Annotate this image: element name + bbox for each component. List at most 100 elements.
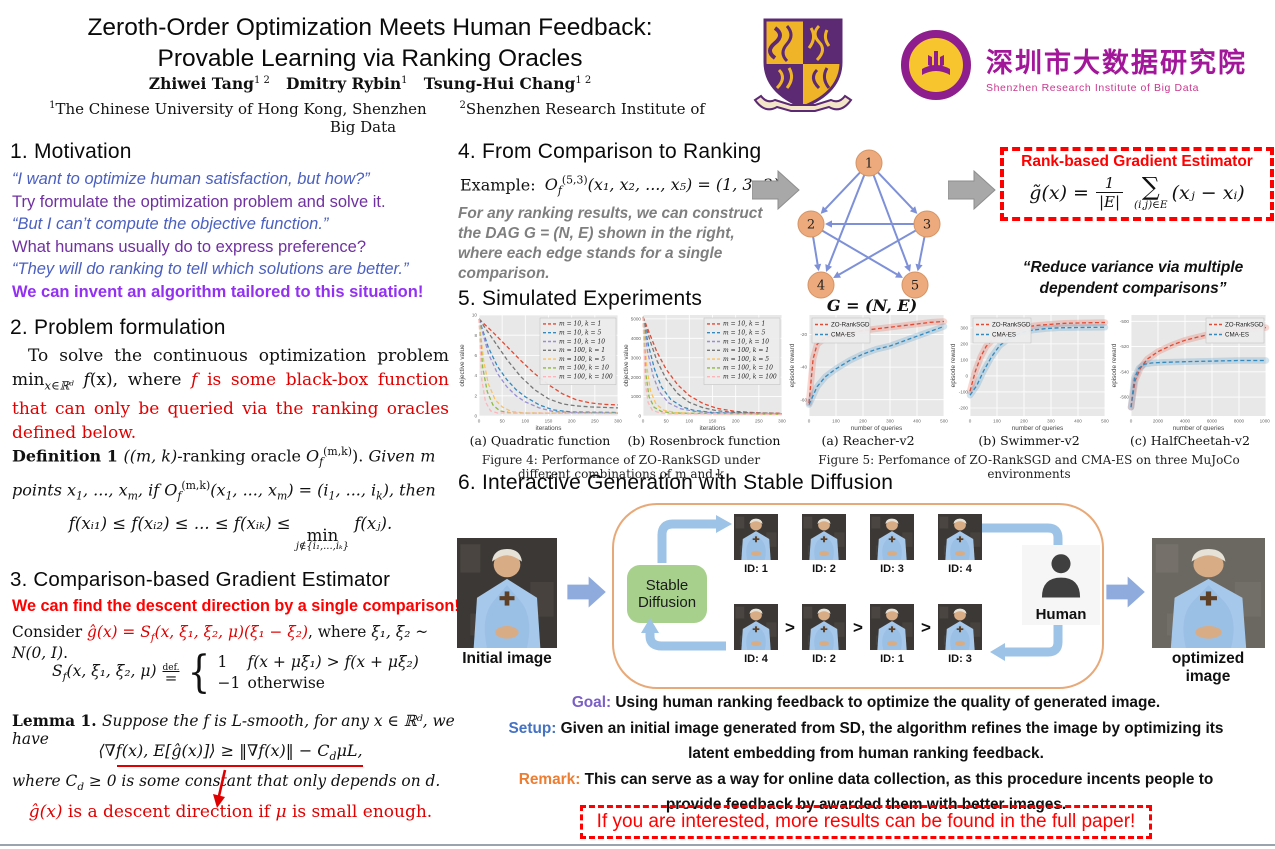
- footer-note-wrap: If you are interested, more results can …: [462, 805, 1270, 839]
- dag-node: 2: [797, 210, 825, 238]
- remark-line: Remark: This can serve as a way for onli…: [518, 770, 1214, 814]
- svg-text:0: 0: [808, 419, 811, 424]
- ranking-inequality: f(xᵢ₁) ≤ f(xᵢ₂) ≤ ... ≤ f(xᵢₖ) ≤ min j∉{i…: [68, 514, 393, 552]
- svg-text:m = 10, k = 10: m = 10, k = 10: [723, 338, 769, 345]
- svg-text:episode reward: episode reward: [1111, 343, 1118, 387]
- gray-arrow-icon: [751, 168, 800, 217]
- svg-text:iterations: iterations: [700, 425, 726, 431]
- stable-diffusion-box: Stable Diffusion: [627, 565, 707, 623]
- svg-text:5000: 5000: [631, 316, 642, 321]
- sample-id-label: ID: 4: [948, 563, 972, 575]
- title-line-2: Provable Learning via Ranking Oracles: [157, 45, 583, 72]
- motivation-quote-2: “But I can’t compute the objective funct…: [12, 215, 329, 233]
- svg-text:4: 4: [817, 279, 825, 294]
- svg-text:episode reward: episode reward: [789, 343, 796, 387]
- sample-image: [938, 514, 982, 560]
- estimator-title: Rank-based Gradient Estimator: [1021, 153, 1253, 170]
- sample-id-label: ID: 1: [744, 563, 768, 575]
- ranking-dag: 1 2 3 4 5: [792, 146, 952, 304]
- plot-caption-reacher: (a) Reacher-v2: [821, 433, 915, 448]
- sample-image: [802, 604, 846, 650]
- svg-text:ZO-RankSGD: ZO-RankSGD: [1225, 321, 1264, 328]
- section-5-heading: 5. Simulated Experiments: [458, 287, 703, 310]
- svg-text:-540: -540: [1120, 369, 1130, 374]
- svg-text:250: 250: [755, 419, 763, 424]
- svg-text:m = 10, k = 10: m = 10, k = 10: [559, 338, 605, 345]
- svg-text:number of queries: number of queries: [1012, 425, 1064, 431]
- svg-text:m = 10, k = 5: m = 10, k = 5: [559, 330, 601, 337]
- svg-text:m = 100, k = 10: m = 100, k = 10: [723, 365, 773, 372]
- cuhk-logo-icon: [753, 14, 853, 118]
- plot-caption-swimmer: (b) Swimmer-v2: [978, 433, 1080, 448]
- descent-claim: We can find the descent direction by a s…: [12, 597, 460, 615]
- sample-id-label: ID: 1: [880, 653, 904, 665]
- cases-brace: {: [188, 647, 211, 698]
- svg-text:m = 10, k = 1: m = 10, k = 1: [723, 321, 765, 328]
- dag-node: 5: [901, 271, 929, 299]
- svg-text:m = 10, k = 5: m = 10, k = 5: [723, 330, 765, 337]
- svg-text:iterations: iterations: [536, 425, 562, 431]
- sribd-english-name: Shenzhen Research Institute of Big Data: [986, 81, 1200, 94]
- svg-text:300: 300: [614, 419, 622, 424]
- bottom-rule: [0, 844, 1275, 846]
- svg-text:4000: 4000: [1180, 419, 1191, 424]
- plot-quadratic: 0 50 100 150 200 250 300 0 2 4 6 8 10 m = 10, k = 1 m …: [458, 311, 622, 431]
- svg-text:1: 1: [865, 157, 873, 172]
- section-1-heading: 1. Motivation: [10, 140, 132, 163]
- svg-text:100: 100: [993, 419, 1001, 424]
- plot-rosenbrock: 0 50 100 150 200 250 300 0 1000 2000 3000 4000 5000 m…: [622, 311, 786, 431]
- sample-id-label: ID: 2: [812, 563, 836, 575]
- section-3-heading: 3. Comparison-based Gradient Estimator: [10, 568, 391, 591]
- svg-text:m = 100, k = 5: m = 100, k = 5: [559, 356, 605, 363]
- svg-text:0: 0: [642, 419, 645, 424]
- lemma-1: Lemma 1. Suppose the f is L-smooth, for …: [12, 712, 455, 748]
- lemma-where: where Cd ≥ 0 is some constant that only …: [12, 772, 441, 794]
- svg-text:-20: -20: [800, 332, 807, 337]
- dag-node: 1: [855, 149, 883, 177]
- title-line-1: Zeroth-Order Optimization Meets Human Fe…: [87, 14, 653, 41]
- figure-5-caption: Figure 5: Perfomance of ZO-RankSGD and C…: [818, 453, 1240, 481]
- svg-text:-500: -500: [1120, 319, 1130, 324]
- svg-text:200: 200: [732, 419, 740, 424]
- sribd-seal-icon: [900, 29, 972, 106]
- optimized-image: [1152, 538, 1265, 648]
- svg-text:m = 100, k = 1: m = 100, k = 1: [559, 347, 605, 354]
- svg-text:10000: 10000: [1260, 419, 1270, 424]
- sample-image: [870, 604, 914, 650]
- plot-caption-rosenbrock: (b) Rosenbrock function: [627, 433, 781, 448]
- svg-text:CMA-ES: CMA-ES: [831, 331, 855, 338]
- motivation-quote-1: “I want to optimize human satisfaction, …: [12, 170, 370, 188]
- plot-caption-halfcheetah: (c) HalfCheetah-v2: [1130, 433, 1250, 448]
- sample-id-label: ID: 3: [948, 653, 972, 665]
- blue-arrow-icon: [1104, 574, 1148, 615]
- svg-text:2000: 2000: [631, 375, 642, 380]
- sribd-chinese-name: 深圳市大数据研究院: [986, 47, 1247, 78]
- dag-node: 4: [807, 271, 835, 299]
- svg-text:m = 100, k = 1: m = 100, k = 1: [723, 347, 769, 354]
- human-icon: [1035, 549, 1087, 606]
- svg-text:6000: 6000: [1207, 419, 1218, 424]
- svg-text:400: 400: [913, 419, 921, 424]
- svg-text:150: 150: [709, 419, 717, 424]
- red-arrow-icon: [180, 768, 260, 810]
- estimator-formula: g̃(x) = 1 |E| ∑ (i,j)∈E (xⱼ − xᵢ): [1029, 171, 1245, 212]
- svg-text:100: 100: [832, 419, 840, 424]
- figure-4-caption: Figure 4: Performance of ZO-RankSGD unde…: [481, 453, 761, 481]
- affiliations: 1The Chinese University of Hong Kong, Sh…: [49, 100, 705, 136]
- example-line: Example: Of(5,3)(x₁, x₂, ..., x₅) = (1, …: [460, 174, 780, 198]
- svg-text:300: 300: [886, 419, 894, 424]
- svg-text:8: 8: [474, 333, 477, 338]
- motivation-answer-2: What humans usually do to express prefer…: [12, 237, 367, 256]
- svg-text:0: 0: [478, 419, 481, 424]
- svg-text:number of queries: number of queries: [1173, 425, 1225, 431]
- svg-text:250: 250: [591, 419, 599, 424]
- svg-text:m = 100, k = 100: m = 100, k = 100: [723, 374, 777, 381]
- human-node: Human: [1022, 545, 1100, 625]
- svg-text:300: 300: [778, 419, 786, 424]
- svg-text:50: 50: [500, 419, 506, 424]
- goal-setup-remark: Goal: Using human ranking feedback to op…: [462, 690, 1270, 818]
- svg-text:0: 0: [474, 414, 477, 419]
- svg-text:m = 100, k = 5: m = 100, k = 5: [723, 356, 769, 363]
- sign-function-cases: Sf(x, ξ₁, ξ₂, μ) def. = { 1 f(x + μξ₁) > f…: [52, 647, 419, 698]
- motivation-conclusion: We can invent an algorithm tailored to t…: [12, 282, 424, 301]
